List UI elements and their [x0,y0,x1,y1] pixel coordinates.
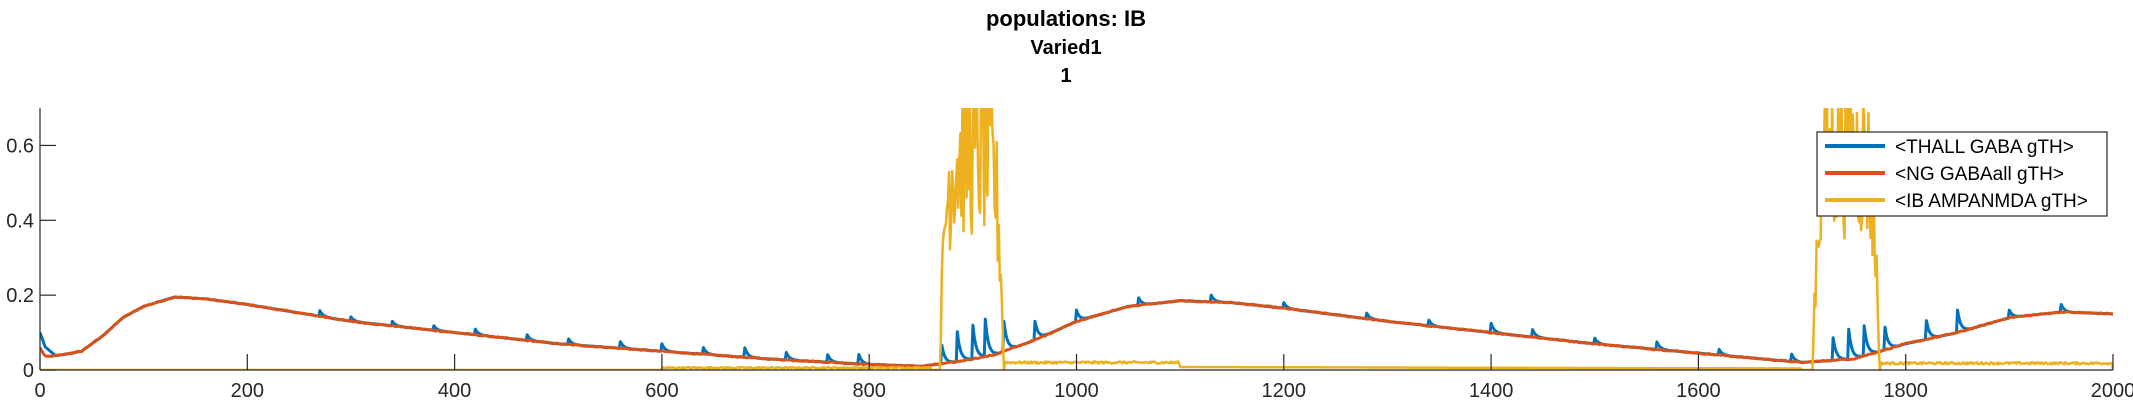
x-tick-label: 600 [645,380,678,400]
series-line-ng-gabaall [40,295,2113,369]
x-tick-label: 1000 [1054,380,1099,400]
x-tick-label: 200 [231,380,264,400]
x-tick-label: 1200 [1262,380,1307,400]
x-tick-label: 0 [34,380,45,400]
legend-label: <NG GABAall gTH> [1895,164,2064,185]
chart-subtitle: Varied1 [1030,37,1101,59]
series-layer [40,108,2113,370]
x-tick-label: 800 [853,380,886,400]
y-tick-label: 0 [23,360,34,382]
legend-label: <THALL GABA gTH> [1895,137,2074,158]
y-tick-label: 0.2 [6,285,34,307]
x-tick-label: 2000 [2091,380,2133,400]
y-tick-label: 0.4 [6,210,34,232]
legend: <THALL GABA gTH> <NG GABAall gTH> <IB AMPA… [1816,131,2108,217]
y-tick-label: 0.6 [6,135,34,157]
x-tick-label: 1800 [1883,380,1928,400]
x-tick-label: 400 [438,380,471,400]
chart-title: populations: IB [986,6,1146,31]
series-line-ib-ampanmda [40,108,2113,370]
x-tick-label: 1400 [1469,380,1514,400]
x-tick-label: 1600 [1676,380,1721,400]
legend-label: <IB AMPANMDA gTH> [1895,191,2088,212]
axes: 0 200 400 600 800 1000 1200 1400 1600 1800 2000 0 0.… [6,108,2133,400]
chart-titles: populations: IB Varied1 1 [986,6,1146,87]
chart-subtitle-2: 1 [1060,65,1071,87]
